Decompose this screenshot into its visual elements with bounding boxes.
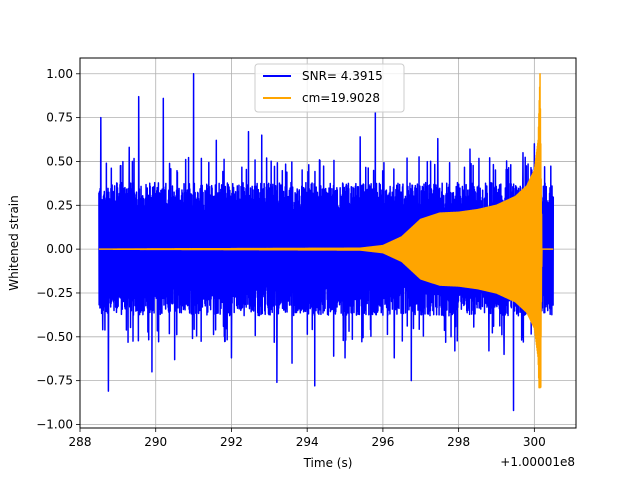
x-tick-label: 290 — [144, 435, 167, 449]
legend-box — [254, 63, 405, 113]
legend: SNR= 4.3915 cm=19.9028 — [254, 63, 405, 113]
x-tick-label: 294 — [296, 435, 319, 449]
x-tick-label: 292 — [220, 435, 243, 449]
x-axis-title: Time (s) — [303, 456, 353, 470]
y-tick-label: 0.75 — [46, 111, 73, 125]
y-tick-label: −0.75 — [36, 374, 73, 388]
y-axis-title: Whitened strain — [7, 195, 21, 291]
y-axis: −1.00 −0.75 −0.50 −0.25 0.00 0.25 0.50 0.75 1.00 — [36, 67, 80, 431]
x-tick-label: 288 — [69, 435, 92, 449]
x-axis: 288 290 292 294 296 298 300 — [69, 428, 546, 449]
plot-series — [98, 73, 555, 412]
y-tick-label: −0.25 — [36, 286, 73, 300]
y-tick-label: 1.00 — [46, 67, 73, 81]
axes-frame — [79, 57, 577, 429]
legend-label-cm: cm=19.9028 — [302, 91, 380, 105]
y-tick-label: 0.25 — [46, 198, 73, 212]
y-tick-label: −0.50 — [36, 330, 73, 344]
y-tick-label: 0.00 — [46, 242, 73, 256]
x-tick-label: 298 — [447, 435, 470, 449]
y-tick-label: −1.00 — [36, 417, 73, 431]
x-tick-label: 296 — [371, 435, 394, 449]
legend-label-snr: SNR= 4.3915 — [302, 69, 383, 83]
series-line-cm — [98, 73, 554, 389]
x-tick-label: 300 — [523, 435, 546, 449]
x-axis-offset: +1.00001e8 — [500, 455, 575, 469]
y-tick-label: 0.50 — [46, 154, 73, 168]
